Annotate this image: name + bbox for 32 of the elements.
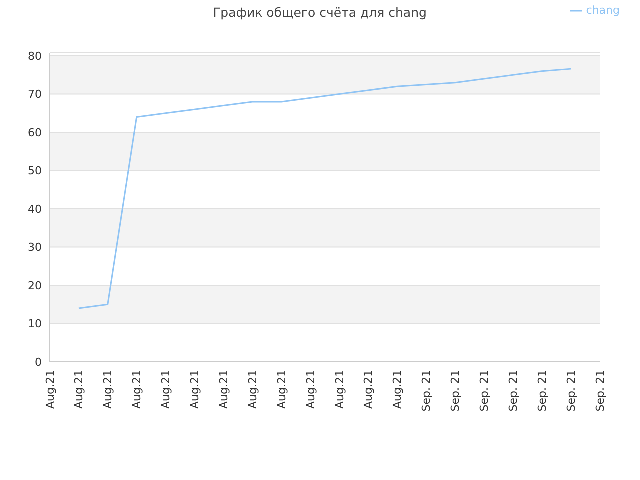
x-tick-label: Aug.21 [72,370,86,409]
x-tick-label: Aug.21 [217,370,230,409]
x-tick-label: Sep. 21 [594,370,607,412]
y-tick-label: 30 [28,241,42,254]
x-tick-label: Aug.21 [102,370,115,409]
x-tick-label: Sep. 21 [478,370,492,412]
y-tick-label: 20 [28,279,42,292]
x-tick-label: Aug.21 [391,370,404,409]
x-tick-label: Sep. 21 [564,370,578,412]
y-tick-label: 50 [28,164,42,178]
chart-title: График общего счёта для chang [213,5,427,20]
x-tick-label: Aug.21 [44,370,57,409]
x-tick-label: Aug.21 [188,370,202,409]
x-tick-label: Aug.21 [160,370,173,409]
x-tick-label: Aug.21 [333,370,346,409]
x-tick-label: Aug.21 [275,370,288,409]
x-tick-label: Sep. 21 [420,370,434,412]
legend-label: chang [586,4,620,17]
y-tick-label: 80 [28,50,42,63]
x-tick-label: Aug.21 [246,370,260,409]
x-tick-label: Sep. 21 [536,370,549,412]
y-tick-label: 70 [28,88,42,102]
x-tick-label: Aug.21 [304,370,318,409]
x-tick-label: Sep. 21 [449,370,462,412]
x-tick-label: Sep. 21 [506,370,520,412]
y-tick-label: 40 [28,202,42,216]
y-tick-label: 10 [28,318,42,331]
x-tick-label: Aug.21 [130,370,144,409]
y-tick-label: 0 [35,356,42,369]
y-tick-label: 60 [28,126,42,140]
line-series [78,68,572,310]
x-tick-label: Aug.21 [362,370,376,409]
